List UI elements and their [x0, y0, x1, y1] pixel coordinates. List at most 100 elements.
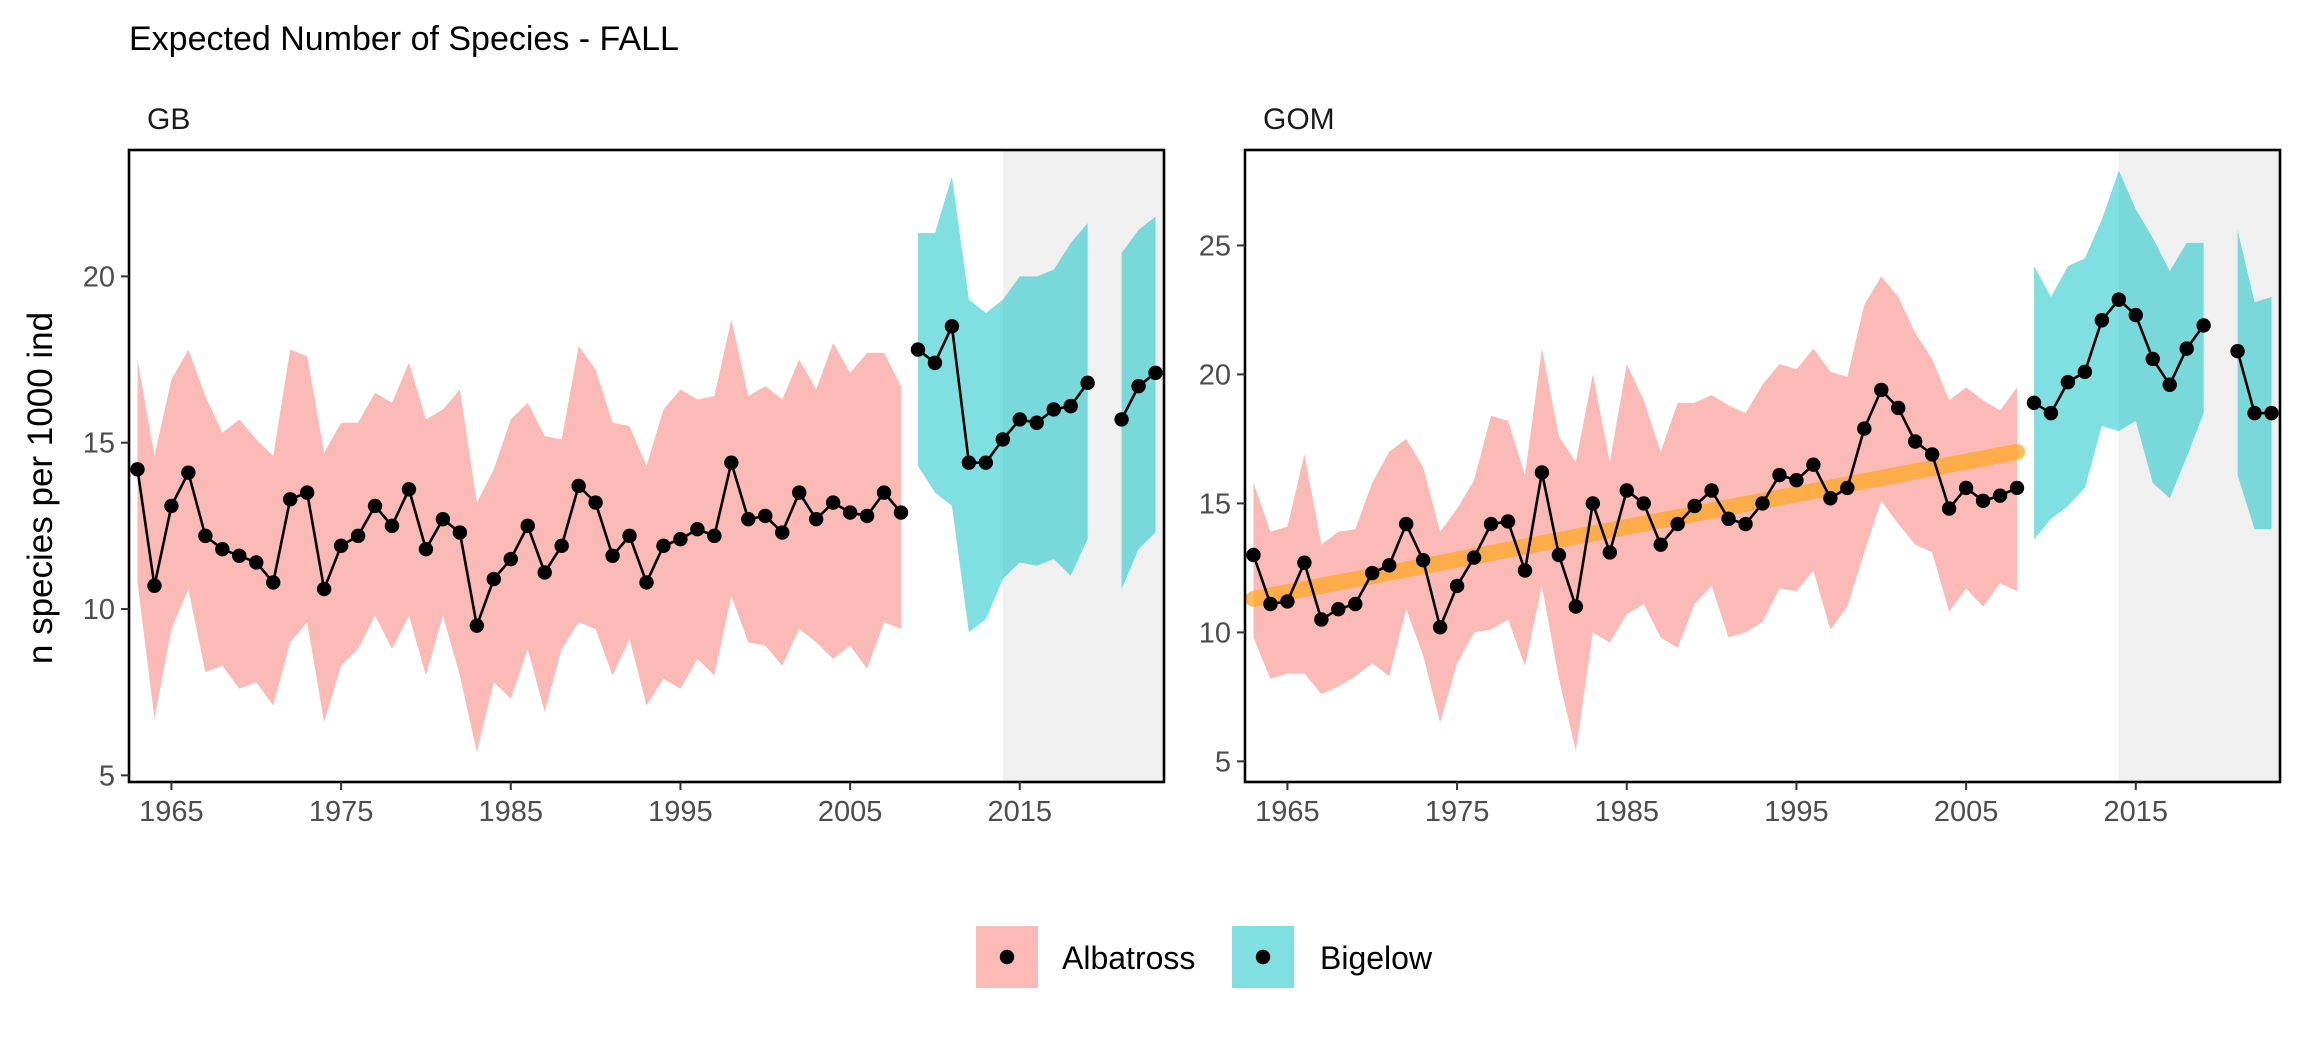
data-point-albatross: [2009, 480, 2025, 496]
data-point-albatross: [1636, 496, 1651, 511]
panel-label: GB: [147, 103, 190, 136]
legend-point-icon: [999, 949, 1015, 965]
data-point-albatross: [520, 518, 535, 534]
data-point-albatross: [639, 575, 654, 590]
data-point-albatross: [707, 528, 722, 544]
data-point-albatross: [1500, 514, 1516, 529]
data-point-bigelow: [910, 342, 926, 357]
data-point-albatross: [1382, 558, 1397, 573]
ci-ribbon-bigelow-1: [2237, 229, 2272, 530]
data-point-albatross: [1772, 467, 1787, 483]
data-point-albatross: [1466, 550, 1482, 565]
data-point-albatross: [367, 498, 383, 514]
data-point-albatross: [130, 462, 145, 477]
data-point-albatross: [1924, 447, 1940, 462]
data-point-albatross: [1721, 511, 1736, 527]
data-point-albatross: [147, 578, 162, 593]
data-point-albatross: [282, 492, 298, 507]
data-point-albatross: [1432, 620, 1448, 635]
x-tick-label: 2015: [2104, 796, 2169, 828]
ci-ribbon-bigelow-0: [917, 176, 1088, 633]
legend-item-albatross: Albatross: [976, 926, 1195, 988]
data-point-albatross: [1992, 488, 2008, 503]
data-point-albatross: [859, 508, 875, 524]
data-point-albatross: [503, 551, 518, 567]
data-point-albatross: [1297, 555, 1312, 570]
data-point-albatross: [435, 512, 451, 527]
legend-item-bigelow: Bigelow: [1232, 926, 1433, 988]
series-line-albatross-0: [136, 457, 902, 631]
y-tick-label: 10: [83, 594, 115, 626]
data-point-bigelow: [2264, 405, 2279, 421]
data-point-albatross: [266, 575, 281, 590]
data-point-bigelow: [2145, 351, 2160, 367]
data-point-albatross: [1551, 547, 1567, 563]
data-point-albatross: [1365, 565, 1380, 581]
data-point-albatross: [486, 571, 501, 587]
y-tick-label: 5: [1215, 746, 1231, 778]
data-point-albatross: [1840, 480, 1855, 496]
data-point-albatross: [808, 512, 824, 527]
data-point-albatross: [350, 528, 366, 544]
data-point-bigelow: [1029, 415, 1044, 430]
y-tick-label: 15: [83, 428, 115, 460]
x-tick-label: 1985: [479, 796, 544, 828]
x-tick-label: 1985: [1595, 796, 1660, 828]
x-tick-label: 2005: [1934, 796, 1999, 828]
data-point-albatross: [1602, 545, 1617, 560]
y-tick-label: 25: [1199, 230, 1231, 262]
data-point-albatross: [1415, 552, 1431, 568]
data-point-albatross: [554, 538, 569, 554]
y-tick-label: 15: [1199, 488, 1231, 520]
data-point-albatross: [1653, 537, 1668, 552]
data-point-albatross: [825, 495, 841, 510]
data-point-bigelow: [1080, 375, 1095, 391]
data-point-albatross: [1823, 491, 1838, 506]
data-point-albatross: [1568, 599, 1584, 614]
y-axis-label: n species per 1000 ind: [21, 312, 60, 664]
data-point-albatross: [1941, 501, 1957, 516]
data-point-albatross: [1857, 421, 1872, 436]
data-point-albatross: [1874, 382, 1889, 398]
data-point-bigelow: [978, 455, 994, 470]
ci-ribbon-albatross-0: [1253, 276, 2018, 752]
data-point-bigelow: [2077, 364, 2093, 380]
data-point-bigelow: [2060, 374, 2076, 390]
panel-gb: GB 1965 1975 1985 1995 2005 2015 5 10 15 20: [83, 103, 1166, 828]
data-point-albatross: [1517, 563, 1533, 578]
data-point-albatross: [1806, 457, 1821, 472]
y-tick-label: 10: [1199, 617, 1231, 649]
data-point-albatross: [1670, 516, 1685, 532]
trend-line: [1245, 443, 2026, 607]
data-point-bigelow: [1148, 365, 1163, 381]
plot-area: [1245, 150, 2280, 782]
data-point-bigelow: [2162, 377, 2177, 392]
data-point-bigelow: [1012, 412, 1027, 427]
data-point-albatross: [792, 485, 807, 500]
plot-area: [130, 150, 1164, 782]
data-point-bigelow: [2094, 313, 2110, 328]
data-point-albatross: [842, 505, 858, 520]
panel-gom: GOM 1965 1975 1985 1995 2005 2015 5 10 15 20 25: [1199, 103, 2282, 828]
data-point-bigelow: [944, 319, 960, 334]
data-point-albatross: [758, 508, 773, 524]
data-point-albatross: [622, 528, 637, 544]
data-point-albatross: [1331, 601, 1346, 617]
data-point-albatross: [299, 485, 315, 500]
data-point-albatross: [215, 541, 230, 557]
panel-border: [127, 148, 1166, 784]
panel-label: GOM: [1263, 103, 1335, 136]
data-point-albatross: [1789, 472, 1804, 488]
data-point-albatross: [181, 465, 196, 480]
data-point-bigelow: [995, 432, 1011, 447]
data-point-bigelow: [2179, 341, 2194, 356]
panel-border: [1243, 148, 2282, 784]
data-point-albatross: [1908, 434, 1923, 449]
data-point-albatross: [469, 618, 485, 633]
data-point-bigelow: [2026, 395, 2042, 410]
y-tick-label: 20: [83, 261, 115, 293]
data-point-albatross: [690, 522, 705, 537]
data-point-albatross: [741, 512, 756, 527]
data-point-albatross: [656, 538, 671, 554]
x-tick-label: 1965: [139, 796, 204, 828]
